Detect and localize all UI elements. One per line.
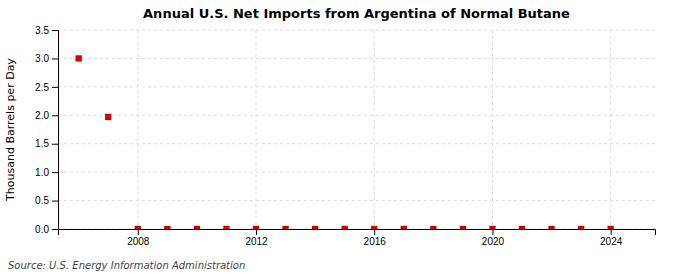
x-axis: 2008 2012 2016 2020 2024 [59,229,656,247]
y-tick: 2.5 [35,82,58,93]
point [135,226,141,229]
point [194,226,200,229]
x-tick-label: 2008 [127,236,150,247]
y-tick: 3.0 [35,53,58,64]
point [548,226,554,229]
y-tick-label: 3.5 [35,25,49,36]
y-tick: 0.0 [35,224,58,235]
point [164,226,170,229]
x-tick: 2020 [482,229,505,247]
y-tick-mark [52,30,58,31]
point [489,226,495,229]
x-grid-line [256,30,257,229]
y-tick-mark [52,87,58,88]
y-grid-line [58,172,655,173]
y-tick-mark [52,144,58,145]
y-tick: 2.0 [35,110,58,121]
x-grid-line [492,30,493,229]
point [608,226,614,229]
y-grid-line [58,58,655,59]
x-tick: 2012 [245,229,268,247]
x-tick-mark [256,229,257,235]
x-tick: 2016 [364,229,387,247]
x-tick-mark [374,229,375,235]
y-axis-title: Thousand Barrels per Day [4,58,17,202]
point [312,226,318,229]
y-axis: 0.0 0.5 1.0 1.5 2.0 2.5 3.0 3.5 [35,25,58,235]
y-grid-line [58,200,655,201]
y-tick-label: 0.5 [35,195,49,206]
y-tick-mark [52,58,58,59]
y-grid-line [58,143,655,144]
y-tick-label: 1.5 [35,138,49,149]
source-note: Source: U.S. Energy Information Administ… [8,260,245,271]
x-grid-line [374,30,375,229]
y-tick-label: 2.5 [35,82,49,93]
point [105,114,111,120]
point [223,226,229,229]
y-axis-line [52,31,59,230]
x-tick-mark [611,229,612,235]
point [578,226,584,229]
y-tick: 3.5 [35,25,58,36]
x-tick: 2008 [127,229,150,247]
x-tick: 2024 [600,229,623,247]
point [460,226,466,229]
point [253,226,259,229]
y-tick-label: 2.0 [35,110,49,121]
x-grid-line [137,30,138,229]
point [371,226,377,229]
title: Annual U.S. Net Imports from Argentina o… [143,6,570,21]
grid [58,30,655,229]
y-grid-line [58,86,655,87]
y-tick: 1.5 [35,138,58,149]
x-tick-label: 2012 [245,236,268,247]
y-tick-mark [52,115,58,116]
y-tick-mark [52,229,58,230]
point [430,226,436,229]
y-tick: 0.5 [35,195,58,206]
x-tick-mark [492,229,493,235]
y-tick-label: 1.0 [35,167,49,178]
y-tick-mark [52,172,58,173]
point [282,226,288,229]
x-axis-line [59,230,656,236]
x-tick-mark [138,229,139,235]
point [342,226,348,229]
y-tick-mark [52,201,58,202]
x-grid-line [610,30,611,229]
point [401,226,407,229]
y-grid-line [58,115,655,116]
point [76,55,82,61]
plot: 2008 2012 2016 2020 2024 0.0 0.5 1.0 1.5 2.0 2.5 3.… [35,25,655,247]
x-tick-label: 2020 [482,236,505,247]
y-tick: 1.0 [35,167,58,178]
points [76,55,614,229]
y-tick-label: 3.0 [35,53,49,64]
chart: 2008 2012 2016 2020 2024 0.0 0.5 1.0 1.5 2.0 2.5 3.… [0,0,675,275]
y-tick-label: 0.0 [35,224,49,235]
point [519,226,525,229]
x-tick-label: 2016 [364,236,387,247]
y-grid-line [58,30,655,31]
x-tick-label: 2024 [600,236,623,247]
